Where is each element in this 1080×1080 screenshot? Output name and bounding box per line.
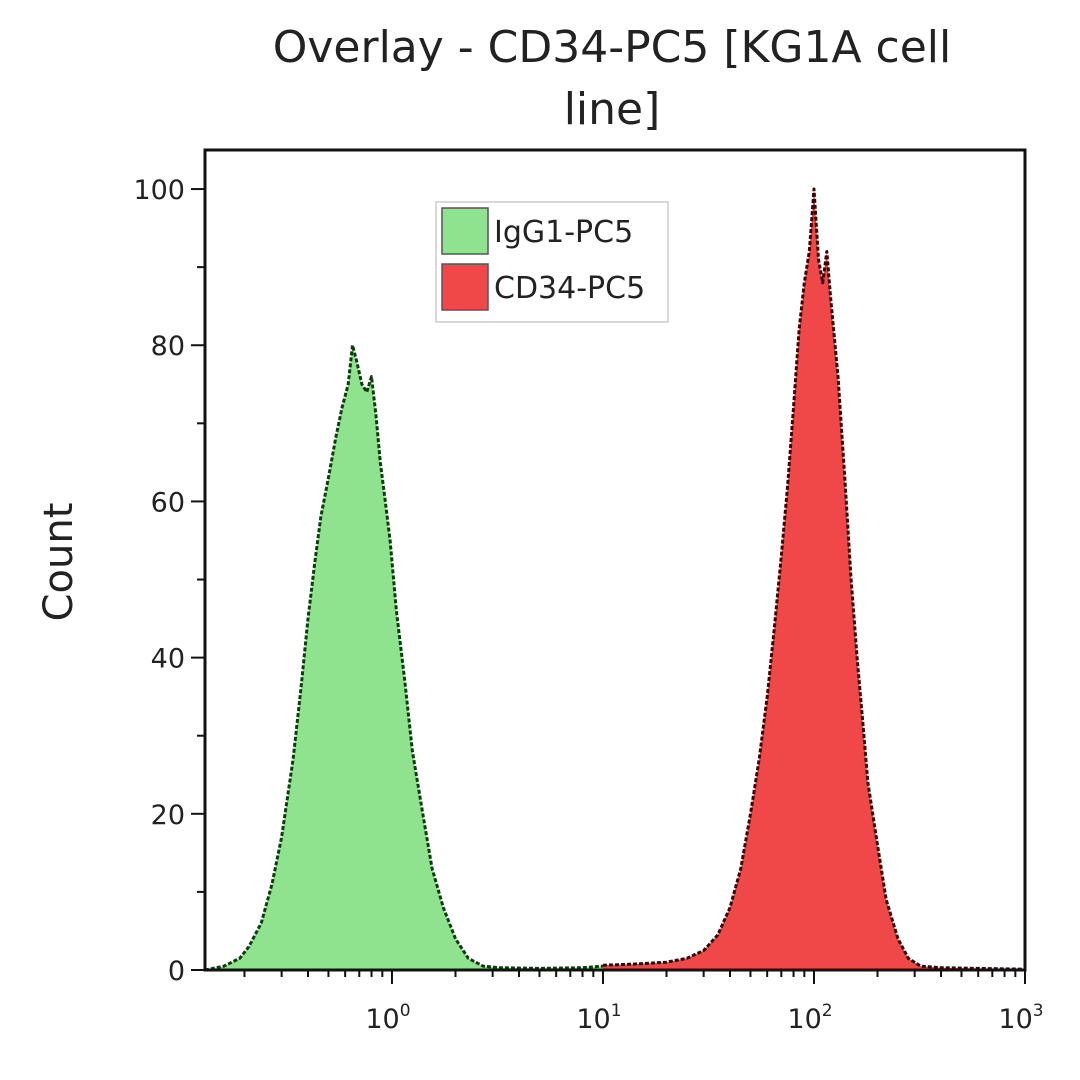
legend-label-igg1-pc5: IgG1-PC5 — [494, 215, 633, 250]
x-tick-label: 103 — [998, 1001, 1043, 1035]
y-axis-label: Count — [36, 503, 82, 622]
series-layer — [204, 187, 1026, 972]
x-tick-label: 101 — [576, 1001, 621, 1035]
legend-swatch-igg1-pc5 — [441, 207, 489, 255]
x-tick-label: 102 — [787, 1001, 832, 1035]
x-tick-label: 100 — [365, 1001, 410, 1035]
series-area-cd34-pc5 — [603, 189, 1025, 970]
series-outline-igg1-pc5 — [204, 343, 604, 972]
legend-label-cd34-pc5: CD34-PC5 — [494, 271, 645, 306]
plot-frame — [203, 148, 1027, 972]
series-outline-cd34-pc5 — [602, 187, 1026, 971]
y-tick-label: 0 — [168, 956, 185, 987]
legend-swatch-cd34-pc5 — [441, 263, 489, 311]
legend: IgG1-PC5 CD34-PC5 — [435, 201, 669, 323]
axis-layer: 0 20 40 60 80 100 100 101 102 103 — [133, 148, 1044, 1035]
chart-title-line-2: line] — [564, 84, 661, 135]
y-tick-label: 100 — [133, 175, 185, 206]
y-tick-label: 20 — [151, 800, 185, 831]
series-area-igg1-pc5 — [205, 345, 603, 970]
y-tick-label: 80 — [151, 331, 185, 362]
y-tick-label: 60 — [151, 487, 185, 518]
chart-title-line-1: Overlay - CD34-PC5 [KG1A cell — [273, 22, 952, 73]
y-tick-label: 40 — [151, 644, 185, 675]
